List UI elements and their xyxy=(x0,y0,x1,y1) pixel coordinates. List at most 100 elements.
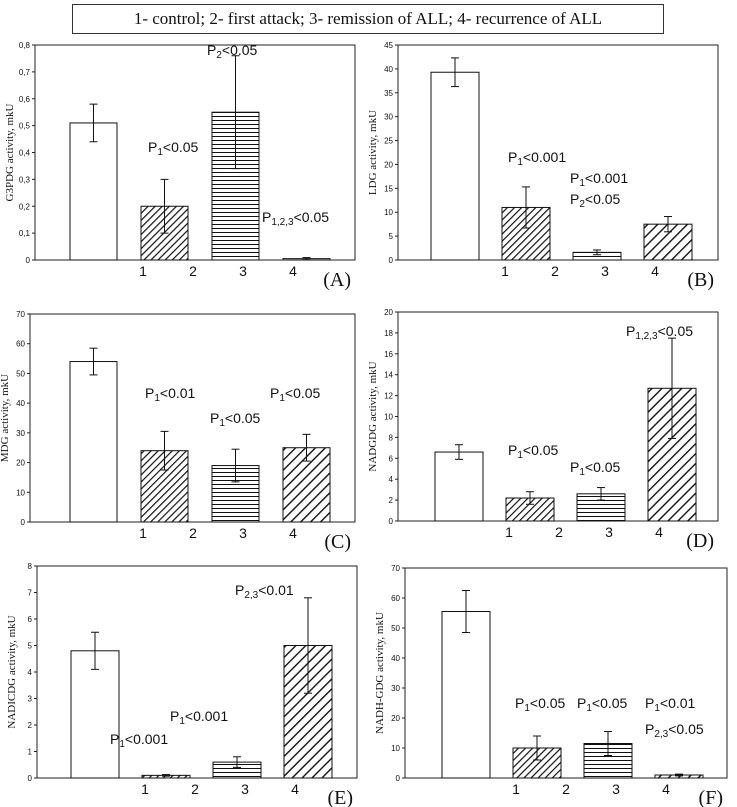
chart-panel-6: 0 10 20 30 40 50 60 70 NADH-GDG activity, mkU 1 2 3… xyxy=(374,564,728,807)
panel-label: (B) xyxy=(687,269,714,291)
significance-annotation: P1<0.001 xyxy=(570,170,628,189)
y-tick-label: 8 xyxy=(389,433,394,442)
legend-box: 1- control; 2- first attack; 3- remissio… xyxy=(72,4,664,34)
y-tick-label: 30 xyxy=(384,113,393,122)
y-tick-label: 40 xyxy=(384,65,393,74)
y-tick-label: 70 xyxy=(391,564,400,573)
category-label-3: 3 xyxy=(239,525,247,541)
panel-label: (E) xyxy=(327,787,353,807)
y-tick-label: 5 xyxy=(389,232,394,241)
significance-annotation: P2,3<0.05 xyxy=(645,721,704,740)
y-tick-label: 0 xyxy=(396,774,401,783)
y-tick-label: 50 xyxy=(16,369,25,378)
y-tick-label: 0 xyxy=(389,256,394,265)
significance-annotation: P2<0.05 xyxy=(570,191,621,210)
y-tick-label: 40 xyxy=(16,399,25,408)
y-axis-label: NADGDG activity, mkU xyxy=(367,361,379,471)
bar-1 xyxy=(70,650,120,779)
y-axis-label: NADICDG activity, mkU xyxy=(6,615,18,728)
y-tick-label: 6 xyxy=(389,454,394,463)
y-tick-label: 4 xyxy=(389,475,394,484)
significance-annotation: P1<0.05 xyxy=(148,139,199,158)
category-label-1: 1 xyxy=(139,525,147,541)
panel-label: (F) xyxy=(699,787,723,807)
bar-3 xyxy=(576,493,626,522)
category-label-1: 1 xyxy=(139,263,147,279)
y-axis-label: NADH-GDG activity, mkU xyxy=(374,612,386,734)
y-tick-label: 30 xyxy=(391,684,400,693)
category-label-4: 4 xyxy=(291,781,299,797)
y-tick-label: 20 xyxy=(391,714,400,723)
category-label-3: 3 xyxy=(239,263,247,279)
y-tick-label: 3 xyxy=(28,695,33,704)
category-label-3: 3 xyxy=(601,263,609,279)
y-tick-label: 20 xyxy=(384,308,393,317)
significance-annotation: P1<0.05 xyxy=(210,410,261,429)
bar-1 xyxy=(441,611,491,779)
category-label-1: 1 xyxy=(512,781,520,797)
y-tick-label: 18 xyxy=(384,329,393,338)
bar-1 xyxy=(69,122,118,261)
category-label-2: 2 xyxy=(551,263,559,279)
significance-annotation: P1,2,3<0.05 xyxy=(626,323,693,342)
significance-annotation: P2<0.05 xyxy=(207,42,258,61)
y-tick-label: 0,4 xyxy=(19,149,31,158)
y-tick-label: 35 xyxy=(384,89,393,98)
category-label-1: 1 xyxy=(501,263,509,279)
y-tick-label: 30 xyxy=(16,429,25,438)
y-axis-label: G3PDG activity, mkU xyxy=(4,103,16,201)
bar-1 xyxy=(430,71,480,261)
significance-annotation: P1<0.01 xyxy=(645,695,696,714)
category-label-1: 1 xyxy=(505,524,513,540)
category-label-4: 4 xyxy=(651,263,659,279)
y-tick-label: 70 xyxy=(16,310,25,319)
y-tick-label: 40 xyxy=(391,654,400,663)
y-tick-label: 0 xyxy=(28,774,33,783)
y-axis-label: MDG activity, mkU xyxy=(0,374,11,462)
y-tick-label: 20 xyxy=(384,160,393,169)
y-tick-label: 12 xyxy=(384,392,393,401)
y-tick-label: 0,2 xyxy=(19,202,31,211)
chart-panel-3: 0 10 20 30 40 50 60 70 MDG activity, mkU 1 2 3 4 (C) P… xyxy=(0,310,356,553)
y-tick-label: 10 xyxy=(384,208,393,217)
significance-annotation: P1<0.05 xyxy=(515,695,566,714)
category-label-2: 2 xyxy=(189,525,197,541)
legend-text: 1- control; 2- first attack; 3- remissio… xyxy=(133,9,603,28)
y-tick-label: 45 xyxy=(384,41,393,50)
y-tick-label: 0,1 xyxy=(19,229,31,238)
significance-annotation: P1<0.05 xyxy=(508,442,559,461)
y-tick-label: 20 xyxy=(16,459,25,468)
y-axis-label: LDG activity, mkU xyxy=(367,110,379,195)
significance-annotation: P1<0.001 xyxy=(508,149,566,168)
category-label-2: 2 xyxy=(191,781,199,797)
chart-panel-2: 0 5 10 15 20 25 30 35 40 45 LDG activity, mkU 1 2 3 4 (… xyxy=(367,41,719,291)
plot-frame xyxy=(397,44,719,261)
panel-label: (C) xyxy=(324,531,351,553)
y-tick-label: 6 xyxy=(28,615,33,624)
significance-annotation: P2,3<0.01 xyxy=(235,582,294,601)
significance-annotation: P1<0.001 xyxy=(170,708,228,727)
y-tick-label: 0 xyxy=(21,518,26,527)
y-tick-label: 5 xyxy=(28,642,33,651)
y-tick-label: 8 xyxy=(28,562,33,571)
significance-annotation: P1<0.05 xyxy=(577,695,628,714)
panel-label: (A) xyxy=(323,269,351,291)
category-label-4: 4 xyxy=(662,781,670,797)
y-tick-label: 14 xyxy=(384,371,393,380)
plot-frame xyxy=(29,313,356,523)
y-tick-label: 10 xyxy=(384,413,393,422)
y-tick-label: 0 xyxy=(26,256,31,265)
significance-annotation: P1<0.01 xyxy=(145,385,196,404)
y-tick-label: 4 xyxy=(28,668,33,677)
category-label-1: 1 xyxy=(141,781,149,797)
y-tick-label: 60 xyxy=(391,594,400,603)
y-tick-label: 10 xyxy=(16,488,25,497)
y-tick-label: 50 xyxy=(391,624,400,633)
y-tick-label: 7 xyxy=(28,589,33,598)
bar-1 xyxy=(69,361,118,523)
significance-annotation: P1<0.001 xyxy=(110,731,168,750)
panel-label: (D) xyxy=(686,530,714,552)
category-label-2: 2 xyxy=(555,524,563,540)
y-tick-label: 15 xyxy=(384,184,393,193)
